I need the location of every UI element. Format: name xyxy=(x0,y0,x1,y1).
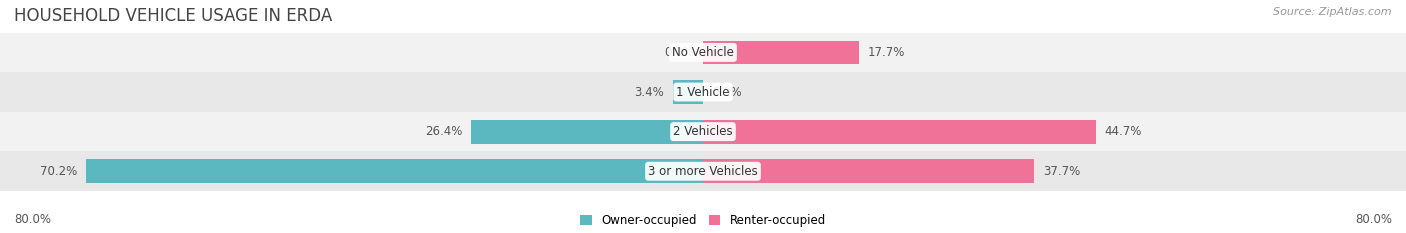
Text: 1 Vehicle: 1 Vehicle xyxy=(676,86,730,99)
Text: 80.0%: 80.0% xyxy=(1355,212,1392,226)
Bar xyxy=(0,72,1406,112)
Text: 0.0%: 0.0% xyxy=(665,46,695,59)
Text: 3 or more Vehicles: 3 or more Vehicles xyxy=(648,165,758,178)
Text: 2 Vehicles: 2 Vehicles xyxy=(673,125,733,138)
Text: 17.7%: 17.7% xyxy=(868,46,904,59)
Text: 3.4%: 3.4% xyxy=(634,86,665,99)
Text: 37.7%: 37.7% xyxy=(1043,165,1080,178)
Text: No Vehicle: No Vehicle xyxy=(672,46,734,59)
Bar xyxy=(703,120,1095,144)
Text: 44.7%: 44.7% xyxy=(1105,125,1142,138)
Text: 26.4%: 26.4% xyxy=(425,125,463,138)
Text: 70.2%: 70.2% xyxy=(41,165,77,178)
Bar xyxy=(703,41,859,64)
Text: 0.0%: 0.0% xyxy=(711,86,741,99)
Text: 80.0%: 80.0% xyxy=(14,212,51,226)
Legend: Owner-occupied, Renter-occupied: Owner-occupied, Renter-occupied xyxy=(579,214,827,227)
Text: Source: ZipAtlas.com: Source: ZipAtlas.com xyxy=(1274,7,1392,17)
Text: HOUSEHOLD VEHICLE USAGE IN ERDA: HOUSEHOLD VEHICLE USAGE IN ERDA xyxy=(14,7,332,25)
Bar xyxy=(703,159,1035,183)
Bar xyxy=(0,112,1406,151)
Bar xyxy=(86,159,703,183)
Bar xyxy=(0,33,1406,72)
Bar xyxy=(471,120,703,144)
Bar xyxy=(0,151,1406,191)
Bar xyxy=(673,80,703,104)
